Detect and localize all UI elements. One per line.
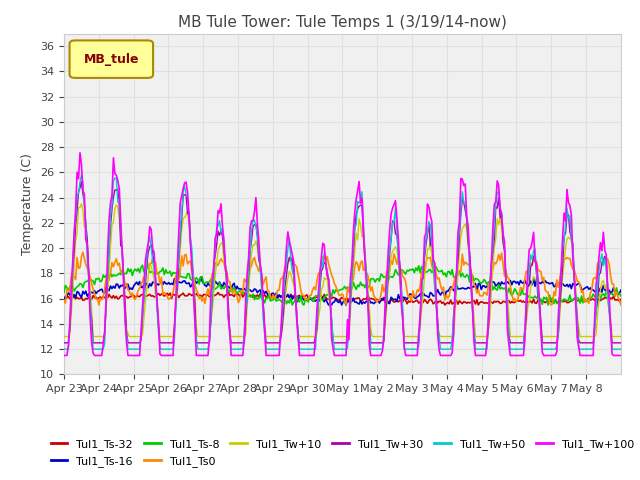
Title: MB Tule Tower: Tule Temps 1 (3/19/14-now): MB Tule Tower: Tule Temps 1 (3/19/14-now… <box>178 15 507 30</box>
Text: MB_tule: MB_tule <box>84 53 139 66</box>
Legend: Tul1_Ts-32, Tul1_Ts-16, Tul1_Ts-8, Tul1_Ts0, Tul1_Tw+10, Tul1_Tw+30, Tul1_Tw+50,: Tul1_Ts-32, Tul1_Ts-16, Tul1_Ts-8, Tul1_… <box>46 435 639 471</box>
FancyBboxPatch shape <box>70 40 153 78</box>
Y-axis label: Temperature (C): Temperature (C) <box>22 153 35 255</box>
